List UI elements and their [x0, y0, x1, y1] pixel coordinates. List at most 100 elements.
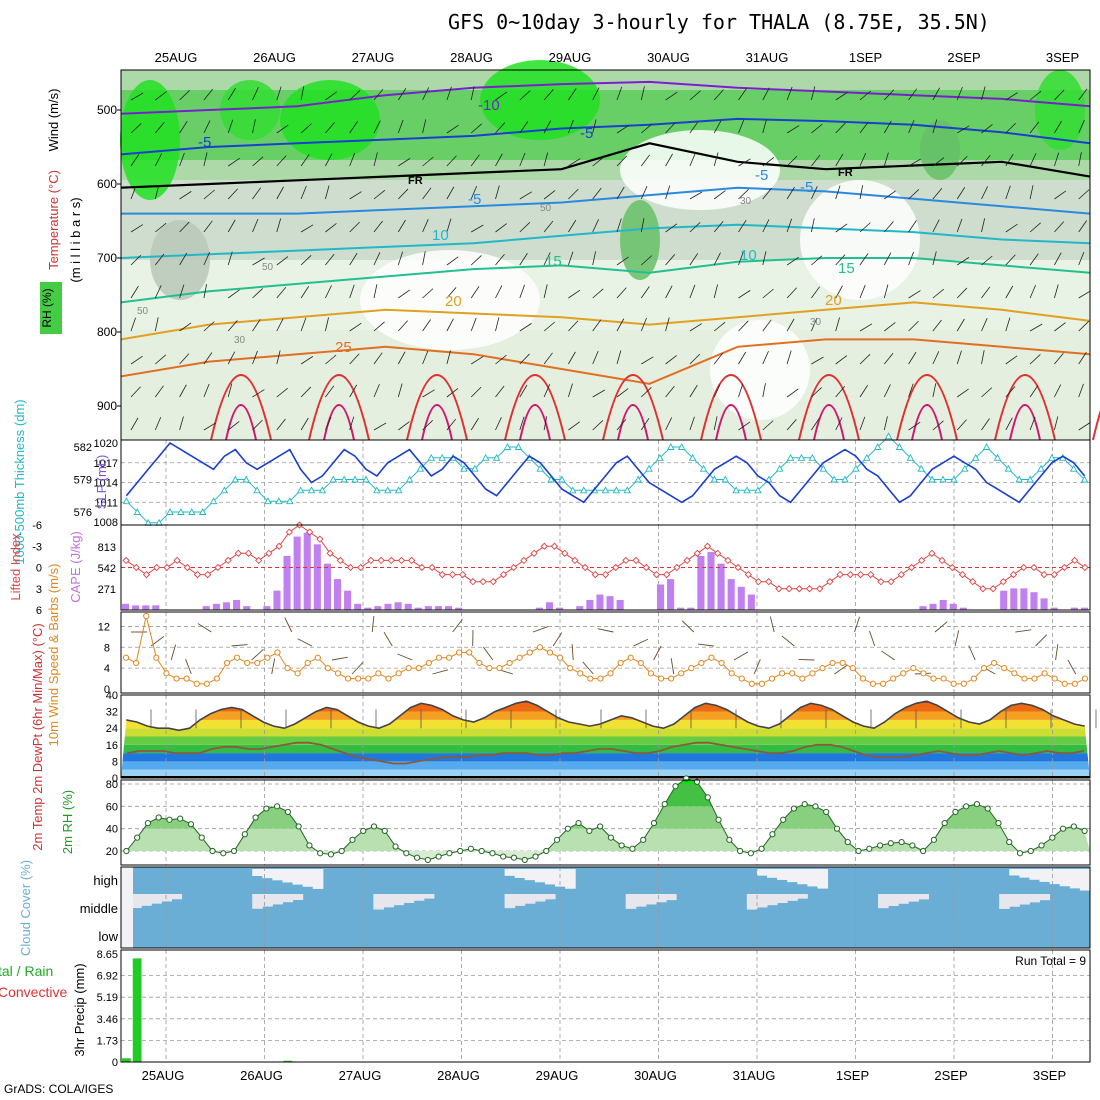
cape-tick-label: 813	[98, 542, 116, 554]
thickness-tick-label: 576	[74, 507, 92, 519]
wind-barb	[981, 387, 993, 398]
thickness-tick-label: 579	[74, 475, 92, 487]
thickness-series-point	[754, 486, 762, 494]
wind-speed-series-point	[183, 675, 190, 682]
cloud-gap-middle	[999, 894, 1010, 909]
cape-tick-label: 271	[98, 584, 116, 596]
thickness-series-point	[514, 443, 523, 450]
lifted-index-series-point	[948, 563, 956, 572]
wind-barb	[786, 388, 799, 398]
lifted-index-series-point	[754, 578, 763, 586]
rh-series-point	[597, 823, 604, 830]
cloud-gap-middle	[262, 894, 273, 907]
lifted-tick-label: -6	[32, 520, 42, 532]
wind-speed-series-point	[516, 654, 523, 661]
cape-bar	[122, 603, 130, 610]
thickness-series-point	[569, 486, 577, 494]
ylabel-cape: CAPE (J/kg)	[68, 531, 83, 603]
cloud-gap-middle	[746, 894, 758, 910]
rh-series-point	[672, 783, 679, 790]
wind-barb	[1078, 251, 1085, 266]
wind-tick-label: 4	[104, 663, 110, 675]
date-label-bottom: 1SEP	[836, 1068, 869, 1083]
cloud-gap-high	[787, 869, 798, 883]
cloud-gap-middle	[252, 894, 263, 909]
thickness-series-point	[971, 453, 980, 461]
thickness-series-point	[841, 475, 849, 483]
precip-legend-total: tal / Rain	[0, 963, 53, 979]
wind-barb	[640, 418, 650, 431]
cloud-gap-middle	[756, 894, 768, 908]
lifted-index-series-point	[204, 570, 212, 579]
wind-barb	[641, 386, 652, 398]
wind-barb-10m	[753, 659, 761, 675]
lifted-index-series-point	[581, 563, 589, 572]
wind-barb	[1078, 152, 1082, 167]
wind-barb	[397, 383, 403, 398]
wind-barb	[665, 223, 678, 233]
rh-series-point	[1038, 842, 1045, 849]
wind-speed-series-point	[1011, 670, 1018, 677]
cloud-gap-middle	[131, 894, 142, 909]
cape-bar	[1040, 598, 1048, 610]
contour-label: 50	[137, 306, 149, 317]
wind-barb	[811, 356, 824, 365]
thickness-series-point	[863, 453, 871, 461]
rh-series-point	[844, 838, 851, 846]
wind-speed-series-point	[879, 680, 887, 687]
wind-barb	[1078, 290, 1091, 299]
wind-barb	[616, 86, 623, 101]
contour-label: 15	[838, 260, 855, 277]
wind-barb	[665, 185, 671, 200]
thickness-series-point	[307, 486, 316, 494]
wind-barb	[519, 121, 529, 134]
wind-speed-series-point	[920, 670, 927, 677]
wind-barb	[154, 385, 164, 398]
rh-series-point	[973, 801, 981, 808]
temperature-contour-30	[602, 374, 664, 441]
cape-bar	[939, 599, 947, 610]
thickness-series-point	[481, 453, 490, 461]
thickness-series-point	[982, 443, 991, 450]
wind-barb	[276, 86, 282, 101]
wind-barb-10m	[954, 630, 960, 647]
wind-barb	[446, 418, 457, 431]
date-label-top: 3SEP	[1046, 50, 1079, 65]
cloud-gap-middle	[888, 894, 899, 906]
wind-barb	[981, 318, 988, 332]
wind-barb	[665, 317, 670, 332]
wind-barb	[470, 317, 477, 332]
thickness-series-point	[547, 475, 555, 483]
wind-barb	[179, 191, 192, 200]
wind-barb-10m	[1035, 634, 1048, 647]
wind-barb	[349, 322, 362, 332]
temperature-contour	[120, 223, 1091, 259]
cape-bar	[202, 606, 210, 610]
wind-barb	[786, 350, 792, 365]
rh-series-point	[1027, 847, 1034, 855]
wind-barb	[1029, 121, 1040, 134]
lifted-index-series-point	[1030, 563, 1038, 572]
wind-barb-10m	[1015, 629, 1032, 633]
wind-barb	[470, 86, 475, 101]
wind-barb	[227, 157, 241, 167]
rh-series-point	[435, 853, 442, 860]
wind-barb	[932, 188, 943, 200]
wind-speed-series-point	[556, 654, 564, 661]
wind-barb	[568, 251, 574, 266]
rh-contour-region	[280, 80, 380, 160]
cloud-gap-middle	[544, 894, 556, 900]
wind-barb	[252, 218, 259, 233]
cloud-gap-middle	[666, 894, 677, 901]
wind-barb	[1029, 385, 1039, 398]
wind-barb	[859, 185, 864, 200]
wind-barb	[932, 251, 937, 266]
thickness-series-point	[710, 475, 719, 483]
rh-series-point	[618, 842, 625, 849]
wind-barb	[155, 91, 167, 101]
lifted-index-series-point	[489, 578, 497, 586]
wind-barb	[495, 417, 502, 431]
cape-bar	[384, 603, 392, 610]
wind-barb	[981, 255, 993, 266]
wind-barb	[349, 121, 358, 134]
